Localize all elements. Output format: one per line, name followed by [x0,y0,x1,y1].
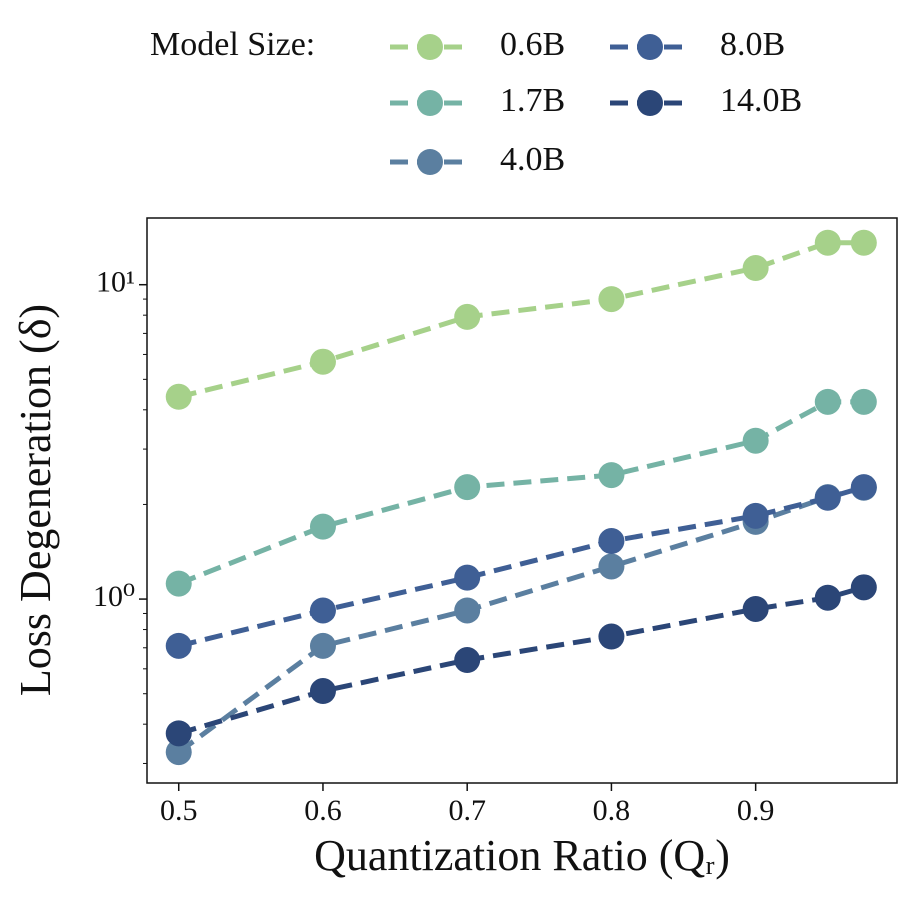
point [598,553,625,580]
x-tick-label: 0.5 [160,794,198,827]
point [742,255,769,282]
point [309,632,336,659]
point [814,229,841,256]
point [454,597,481,624]
point [850,474,877,501]
point [814,484,841,511]
point [454,474,481,501]
plot-frame [146,217,898,784]
point [742,502,769,529]
x-tick-label: 0.9 [737,794,775,827]
point [309,513,336,540]
legend-marker [637,34,663,60]
point [598,286,625,313]
legend-label: 8.0B [720,26,785,63]
point [598,462,625,489]
legend-label: 0.6B [500,26,565,63]
x-tick-label: 0.8 [593,794,631,827]
point [309,597,336,624]
point [165,739,192,766]
legend-label: 14.0B [720,82,802,119]
legend-title: Model Size: [150,26,315,63]
point [165,570,192,597]
point [598,623,625,650]
legend-marker [417,90,443,116]
legend-marker [637,90,663,116]
y-tick-label: 10⁰ [93,580,135,613]
legend-label: 4.0B [500,141,565,178]
point [850,388,877,415]
point [309,678,336,705]
point [742,427,769,454]
legend-marker [417,149,443,175]
point [850,574,877,601]
point [598,528,625,555]
y-tick-label: 10¹ [96,266,135,299]
x-tick-label: 0.7 [448,794,486,827]
point [165,383,192,410]
x-axis-label: Quantization Ratio (Qᵣ) [314,831,730,880]
point [454,303,481,330]
point [309,348,336,375]
point [454,564,481,591]
legend-label: 1.7B [500,82,565,119]
point [165,720,192,747]
x-tick-label: 0.6 [304,794,342,827]
point [814,584,841,611]
point [742,595,769,622]
point [850,229,877,256]
y-axis-label: Loss Degeneration (δ) [11,304,60,696]
point [814,388,841,415]
legend-marker [417,34,443,60]
point [454,647,481,674]
point [165,632,192,659]
